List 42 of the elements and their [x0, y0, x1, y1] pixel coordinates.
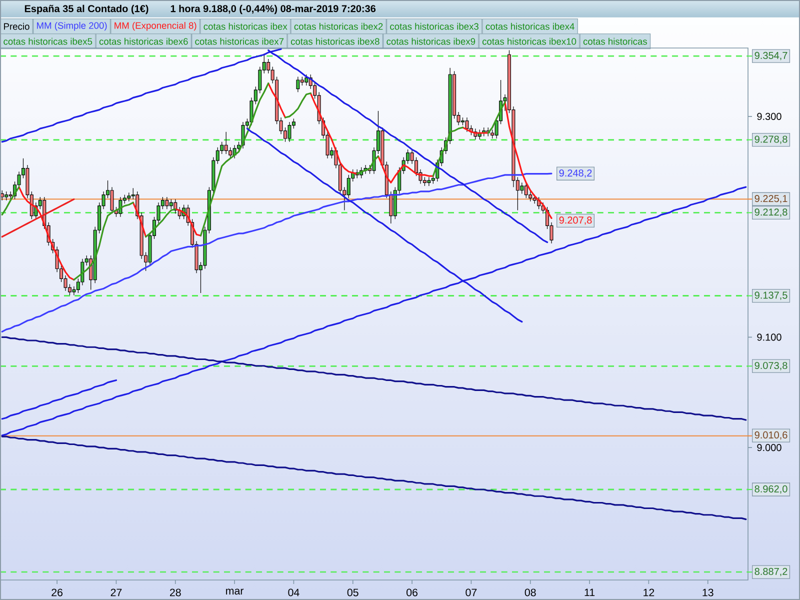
chart-title: España 35 al Contado (1€) — [24, 4, 148, 14]
text: cotas historicas — [583, 38, 647, 45]
text: MM (Exponencial 8) — [114, 22, 196, 31]
x-tick-label: 05 — [347, 588, 358, 596]
x-tick-label: 27 — [110, 588, 122, 596]
text: cotas historicas ibex2 — [294, 22, 383, 30]
x-tick-label: 11 — [584, 588, 595, 596]
ref-line-label: 9.073,8 — [754, 362, 788, 370]
x-tick-label: 28 — [170, 588, 181, 596]
chart-subtitle: 1 hora 9.188,0 (-0,44%) 08-mar-2019 7:20:36 — [170, 4, 376, 14]
text: cotas historicas ibex7 — [195, 38, 284, 45]
x-tick-label: 12 — [644, 588, 654, 596]
text: Precio — [4, 22, 30, 30]
x-tick-label: 26 — [52, 588, 63, 596]
x-tick-label: 07 — [466, 588, 477, 596]
text: cotas historicas ibex10 — [482, 38, 576, 45]
ref-line-label: 9.010,6 — [754, 431, 788, 440]
data-label: 9.248,2 — [559, 169, 592, 178]
text: cotas historicas ibex4 — [486, 22, 574, 30]
text: cotas historicas ibex6 — [99, 38, 188, 45]
x-tick-label: 06 — [406, 588, 418, 596]
y-tick-label: 9.000 — [757, 444, 782, 452]
text: cotas historicas ibex — [204, 22, 288, 30]
text: MM (Simple 200) — [37, 22, 107, 31]
x-tick-label: 08 — [524, 588, 536, 596]
data-label: 9.207,8 — [559, 216, 592, 225]
text: cotas historicas ibex8 — [290, 38, 380, 45]
ref-line-label: 9.354,7 — [754, 52, 788, 60]
ref-line-label: 9.212,8 — [754, 208, 788, 217]
x-tick-label: mar — [226, 588, 244, 595]
ref-line-label: 9.137,5 — [754, 292, 788, 300]
x-tick-label: 13 — [702, 588, 714, 596]
ref-line-label: 8.887,2 — [754, 568, 788, 576]
y-tick-label: 9.100 — [757, 334, 782, 341]
y-tick-label: 9.300 — [757, 112, 782, 120]
ref-line-label: 9.278,8 — [754, 136, 788, 144]
text: cotas historicas ibex3 — [390, 22, 478, 30]
ref-line-label: 9.225,1 — [754, 194, 788, 204]
x-tick-label: 04 — [288, 588, 300, 596]
text: cotas historicas ibex9 — [386, 38, 476, 45]
text: cotas historicas ibex5 — [4, 38, 92, 45]
ref-line-label: 8.962,0 — [754, 485, 788, 494]
